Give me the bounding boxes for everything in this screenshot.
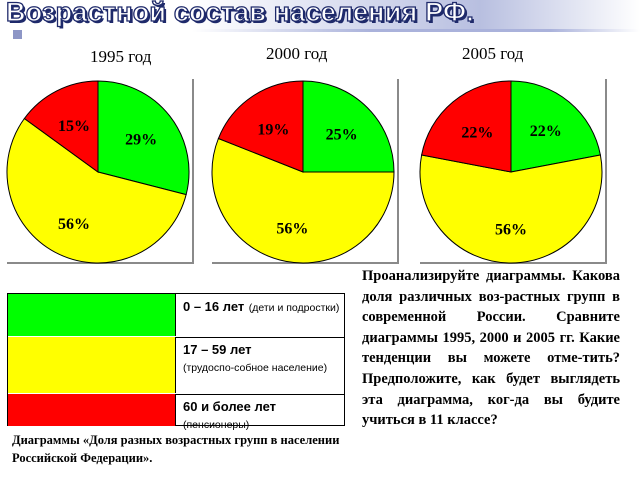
pie-label-2005-working-age: 56% [495,221,527,238]
pie-label-2000-children: 25% [326,126,358,143]
legend-swatch-children [8,294,176,336]
chart-caption: Диаграммы «Доля разных возрастных групп … [12,433,340,465]
legend-row-children: 0 – 16 лет (дети и подростки) [8,294,344,338]
pie-label-2000-pensioners: 19% [257,121,289,138]
pie-chart-2000: 25% 56% 19% [211,80,395,264]
pie-slice-1995-pensioners [23,80,99,173]
pie-title-1995: 1995 год [90,47,152,66]
legend-label-working-age: 17 – 59 лет [183,342,252,357]
legend-label-children: 0 – 16 лет [183,299,245,314]
pie-slice-2005-working-age [419,154,603,264]
legend-note-working-age: (трудоспо-собное население) [183,362,328,374]
pie-slice-2000-pensioners [217,80,304,173]
pie-title-2005: 2005 год [462,44,524,63]
pie-label-1995-pensioners: 15% [58,118,90,135]
legend-note-children: (дети и подростки) [248,302,340,314]
legend-note-pensioners: (пенсионеры) [183,419,250,431]
pie-slice-2005-pensioners [421,80,512,173]
pie-title-2000: 2000 год [266,44,328,63]
pie-label-1995-children: 29% [125,132,157,149]
pie-slice-1995-working-age [6,117,187,264]
legend-label-pensioners: 60 и более лет [183,399,276,414]
task-text: Проанализируйте диаграммы. Какова доля р… [362,268,620,429]
pie-chart-1995: 29% 56% 15% [6,80,190,264]
page-title: Возрастной состав населения РФ. [5,0,474,28]
legend-row-working-age: 17 – 59 лет (трудоспо-собное население) [8,337,344,395]
title-accent-line [192,29,640,32]
legend: 0 – 16 лет (дети и подростки) 17 – 59 ле… [7,293,345,431]
pie-chart-2005: 22% 56% 22% [419,80,603,264]
pie-slice-2005-children [510,80,601,173]
title-banner: Возрастной состав населения РФ. [0,0,640,32]
pie-slice-1995-children [97,80,190,196]
pie-slice-2000-children [302,80,395,173]
pie-label-2000-working-age: 56% [276,220,308,237]
legend-swatch-pensioners [8,394,176,426]
pie-label-2005-children: 22% [530,123,562,140]
title-bullet-square [13,30,22,39]
legend-row-pensioners: 60 и более лет (пенсионеры) [8,394,344,431]
pie-label-1995-working-age: 56% [58,216,90,233]
pie-slice-2000-working-age [211,137,395,264]
legend-swatch-working-age [8,337,176,393]
pie-label-2005-pensioners: 22% [461,124,493,141]
